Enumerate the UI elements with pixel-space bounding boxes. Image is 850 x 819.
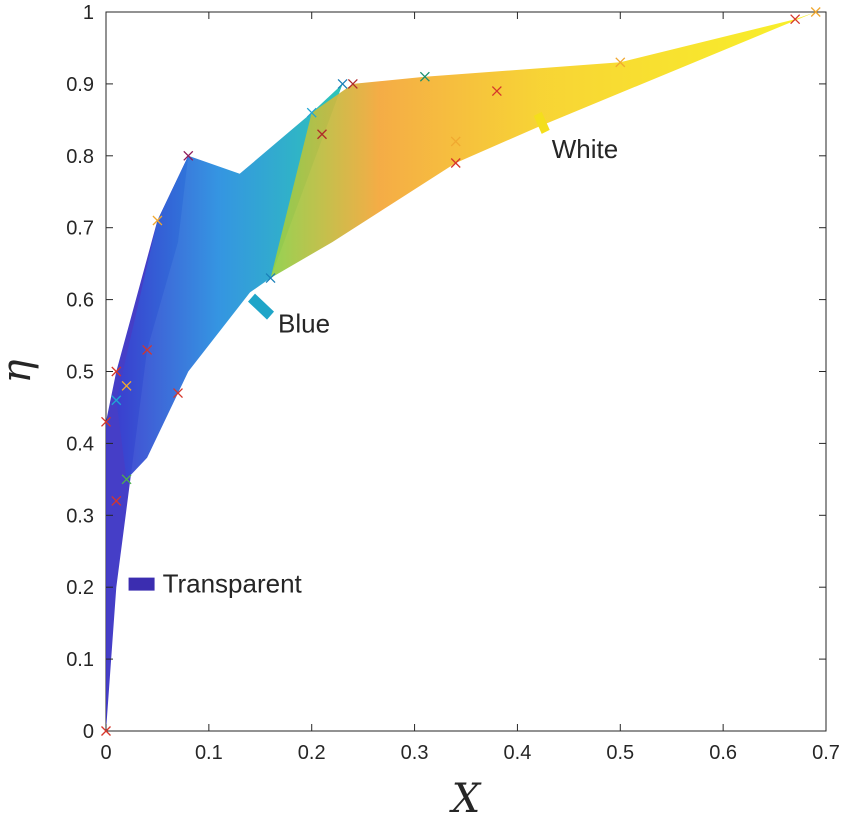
data-point — [790, 14, 801, 25]
data-point — [491, 86, 502, 97]
region-blue — [116, 83, 343, 480]
white-pointer — [533, 111, 550, 134]
data-point — [121, 474, 132, 485]
y-tick-label: 0.1 — [66, 649, 94, 671]
x-tick-label: 0.2 — [298, 742, 326, 764]
y-tick-label: 0 — [83, 721, 94, 743]
region-label-blue: Blue — [278, 309, 330, 339]
data-point — [111, 366, 122, 377]
y-tick-label: 1 — [83, 2, 94, 24]
y-tick-label: 0.5 — [66, 362, 94, 384]
region-label-white: White — [552, 134, 618, 164]
x-tick-label: 0.1 — [195, 742, 223, 764]
data-point — [121, 380, 132, 391]
data-point — [317, 129, 327, 140]
data-point — [347, 78, 358, 89]
data-point — [101, 726, 111, 736]
data-point — [152, 215, 163, 226]
data-point — [337, 78, 348, 89]
region-label-transparent: Transparent — [163, 569, 303, 599]
y-tick-label: 0.6 — [66, 290, 94, 312]
x-tick-label: 0.3 — [401, 742, 429, 764]
x-tick-label: 0.6 — [709, 742, 737, 764]
y-axis-label: η — [0, 359, 40, 383]
data-point — [111, 395, 122, 406]
x-tick-label: 0.7 — [812, 742, 840, 764]
y-tick-label: 0.8 — [66, 146, 94, 168]
region-white — [270, 12, 816, 278]
data-point — [419, 71, 430, 82]
x-tick-label: 0.5 — [606, 742, 634, 764]
y-tick-label: 0.9 — [66, 74, 94, 96]
ticks-layer: 0 0.1 0.2 0.3 0.4 0.5 0.6 0.7 0 0.1 0.2 0.3 0.4 0.5 0.… — [66, 2, 840, 764]
blue-pointer — [248, 293, 274, 320]
data-point — [450, 158, 461, 168]
x-tick-label: 0 — [100, 742, 111, 764]
data-point — [142, 344, 153, 355]
data-point — [183, 150, 194, 161]
y-tick-label: 0.7 — [66, 218, 94, 240]
data-point — [306, 107, 317, 118]
data-point — [101, 416, 111, 427]
transparent-pointer — [128, 577, 155, 591]
region-labels-layer: Transparent Blue White — [128, 111, 618, 599]
points-layer — [101, 7, 821, 736]
data-point — [615, 57, 626, 68]
y-tick-label: 0.3 — [66, 505, 94, 527]
regions-layer — [106, 12, 816, 732]
data-point — [111, 495, 122, 506]
data-point — [450, 136, 461, 147]
x-axis-label: X — [449, 776, 482, 819]
data-point — [265, 273, 276, 283]
y-tick-label: 0.2 — [66, 577, 94, 599]
x-tick-label: 0.4 — [504, 742, 532, 764]
data-point — [173, 388, 183, 399]
y-tick-label: 0.4 — [66, 433, 94, 455]
data-point — [810, 7, 821, 17]
